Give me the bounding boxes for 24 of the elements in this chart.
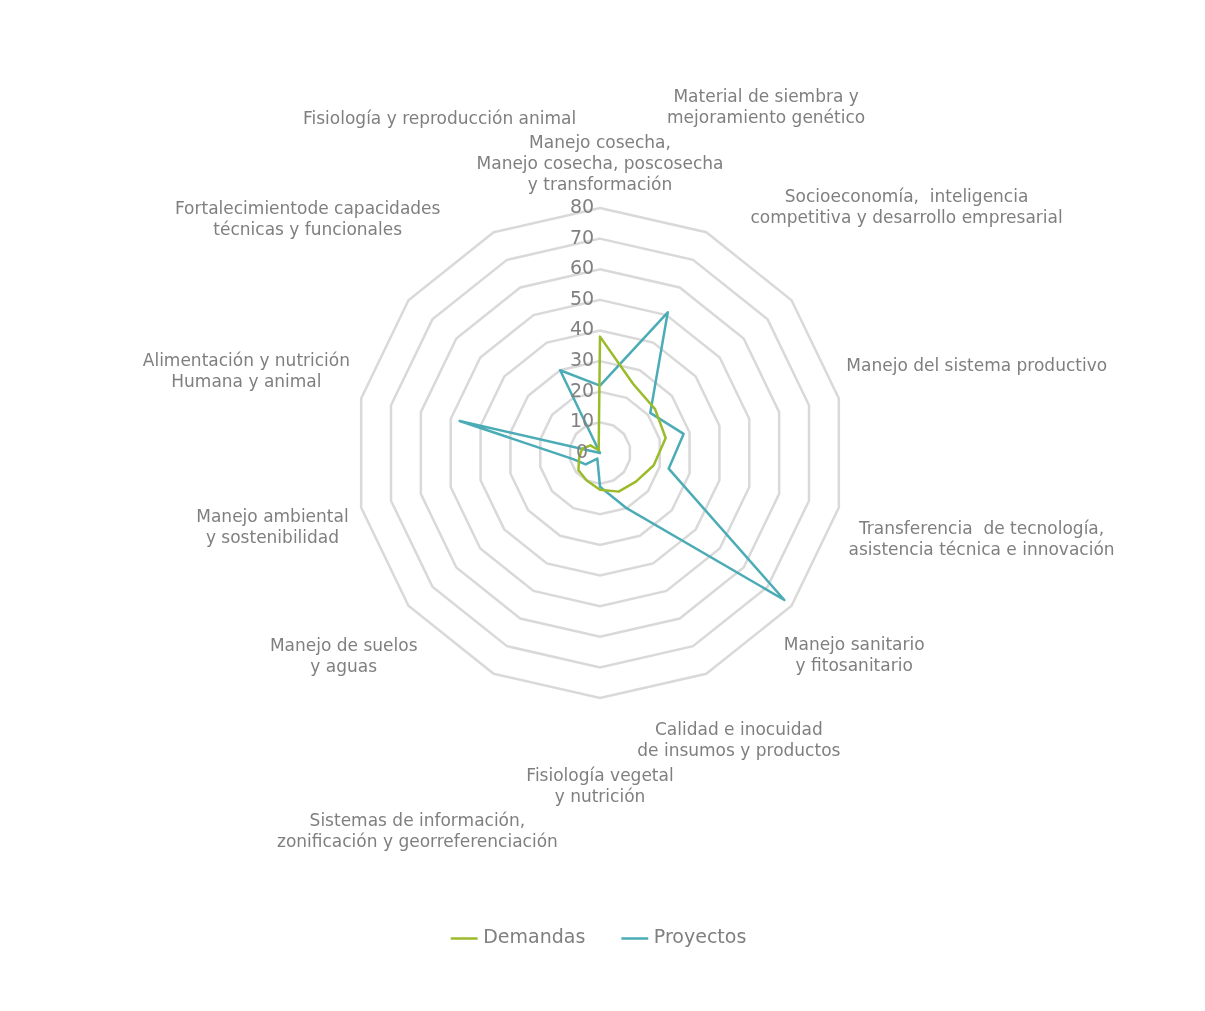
spoke-label: Manejo sanitario y fitosanitario [783, 633, 925, 675]
y-tick-label: 50 [569, 286, 595, 309]
spoke-label: Socioeconomía, inteligencia competitiva y desarrollo empresarial [750, 186, 1063, 228]
spoke-label: Fortalecimientode capacidades técnicas y funcionales [174, 197, 441, 239]
legend-label: Demandas [483, 925, 586, 948]
spoke-label: Material de siembra y mejoramiento genético [667, 85, 866, 127]
spoke-label: Fisiología y reproducción animal [302, 108, 577, 129]
y-tick-label: 70 [569, 225, 595, 248]
y-tick-label: 20 [569, 378, 595, 401]
y-tick-label: 30 [569, 348, 595, 371]
legend-label: Proyectos [653, 925, 747, 948]
spoke-label: Alimentación y nutrición Humana y animal [142, 350, 351, 392]
spoke-label: Calidad e inocuidad de insumos y productos [637, 719, 841, 761]
spoke-label: Manejo de suelos y aguas [269, 635, 418, 677]
spoke-label: Manejo ambiental y sostenibilidad [196, 505, 349, 547]
spoke-label: Sistemas de información, zonificación y georreferenciación [276, 810, 558, 852]
y-tick-label: 40 [569, 317, 595, 340]
y-tick-label: 80 [569, 194, 595, 217]
spoke-label: Transferencia de tecnología, asistencia técnica e innovación [848, 518, 1115, 560]
spoke-label: Manejo del sistema productivo [846, 355, 1108, 376]
y-tick-label: 0 [575, 439, 589, 462]
y-tick-label: 60 [569, 256, 595, 279]
spoke-label: Fisiología vegetal y nutrición [526, 764, 674, 806]
spoke-label: Manejo cosecha, Manejo cosecha, poscosecha y transformación [476, 131, 724, 194]
